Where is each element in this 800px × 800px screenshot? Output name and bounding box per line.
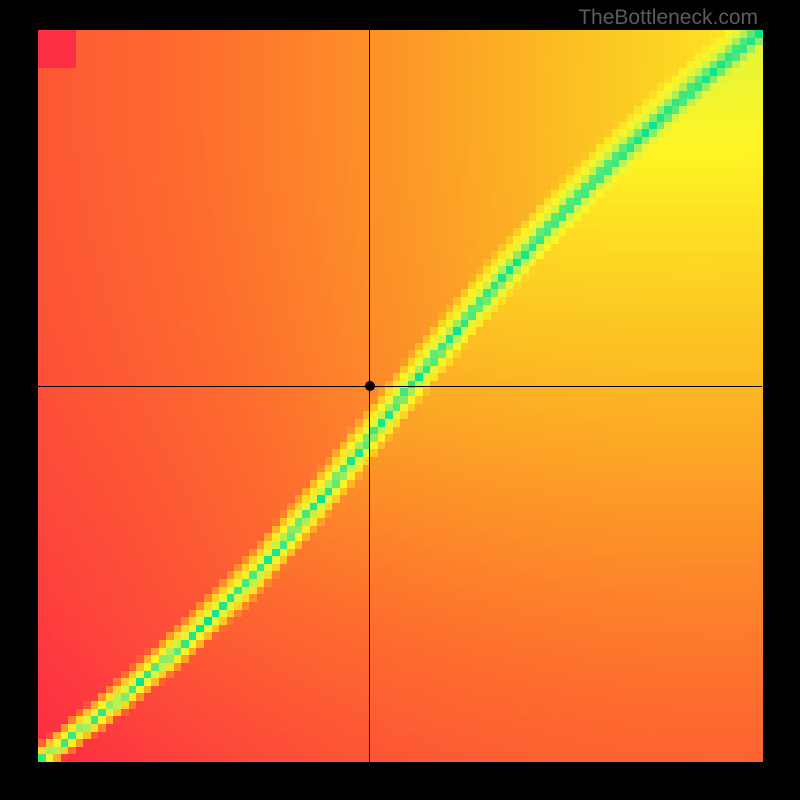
watermark-text: TheBottleneck.com (578, 6, 758, 30)
marker-point (365, 381, 375, 391)
crosshair-vertical (369, 30, 370, 762)
heatmap-plot (38, 30, 762, 762)
crosshair-horizontal (38, 386, 762, 387)
